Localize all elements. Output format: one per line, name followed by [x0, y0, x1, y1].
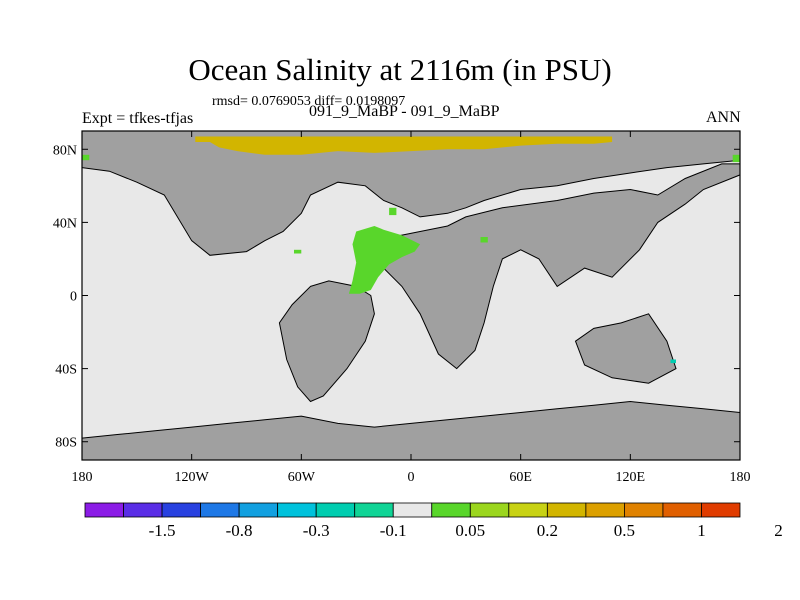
colorbar-label: -1.5	[149, 521, 176, 540]
southeast-small-patch	[670, 359, 676, 364]
colorbar-swatch	[508, 502, 548, 518]
colorbar-swatch	[662, 502, 702, 518]
colorbar-swatch	[123, 502, 163, 518]
comparison-subtitle: 091_9_MaBP - 091_9_MaBP	[309, 103, 500, 120]
colorbar-label: 2	[774, 521, 783, 540]
rmsd-diff-stats: rmsd= 0.0769053 diff= 0.0198097	[212, 94, 406, 109]
anomaly-layer	[82, 136, 740, 364]
map-title: Ocean Salinity at 2116m (in PSU)	[188, 52, 612, 87]
y-tick-label: 80N	[53, 143, 77, 158]
y-tick-label: 40S	[55, 363, 77, 378]
northeast-edge-patch	[732, 154, 740, 163]
antarctica	[82, 400, 740, 460]
pacific-small-patch	[294, 249, 302, 254]
colorbar-swatch	[161, 502, 201, 518]
north-america-eurasia-north	[82, 131, 740, 256]
land-layer	[82, 131, 740, 460]
colorbar-swatch	[546, 502, 587, 518]
x-tick-label: 60W	[288, 470, 316, 485]
colorbar-swatch	[585, 502, 625, 518]
north-atlantic-anomaly	[348, 226, 421, 294]
colorbar	[84, 502, 741, 518]
northwest-edge-patch	[82, 154, 90, 161]
colorbar-swatch	[315, 502, 356, 518]
x-tick-label: 180	[72, 470, 93, 485]
y-axis: 80N 40N 0 40S 80S	[53, 143, 740, 451]
colorbar-swatch	[469, 502, 510, 518]
x-tick-label: 120E	[616, 470, 646, 485]
atlantic-small-patch-1	[389, 207, 397, 216]
x-axis: 180 120W 60W 0 60E 120E 180	[72, 131, 751, 485]
colorbar-labels: -1.5 -0.8 -0.3 -0.1 0.05 0.2 0.5 1 2	[149, 521, 783, 540]
y-tick-label: 40N	[53, 216, 77, 231]
colorbar-swatch	[200, 502, 240, 518]
x-tick-label: 180	[730, 470, 751, 485]
atlantic-small-patch-2	[480, 237, 488, 243]
x-tick-label: 120W	[175, 470, 210, 485]
colorbar-swatch	[238, 502, 279, 518]
colorbar-swatch	[354, 502, 394, 518]
colorbar-label: -0.1	[380, 521, 407, 540]
x-tick-label: 0	[408, 470, 415, 485]
australia	[574, 313, 677, 384]
season-label: ANN	[706, 109, 741, 126]
colorbar-label: 1	[697, 521, 706, 540]
x-tick-label: 60E	[509, 470, 532, 485]
experiment-label: Expt = tfkes-tfjas	[82, 110, 194, 127]
colorbar-swatch	[701, 502, 741, 518]
colorbar-swatch	[277, 502, 317, 518]
arctic-high-anomaly	[195, 136, 613, 155]
colorbar-label: 0.05	[455, 521, 485, 540]
colorbar-swatch	[624, 502, 664, 518]
colorbar-label: 0.5	[614, 521, 635, 540]
eurasia-africa-india	[373, 163, 740, 370]
colorbar-label: 0.2	[537, 521, 558, 540]
y-tick-label: 0	[70, 290, 77, 305]
colorbar-swatch	[431, 502, 471, 518]
y-tick-label: 80S	[55, 436, 77, 451]
colorbar-swatch	[392, 502, 433, 518]
colorbar-label: -0.3	[303, 521, 330, 540]
colorbar-swatch	[84, 502, 124, 518]
colorbar-label: -0.8	[226, 521, 253, 540]
